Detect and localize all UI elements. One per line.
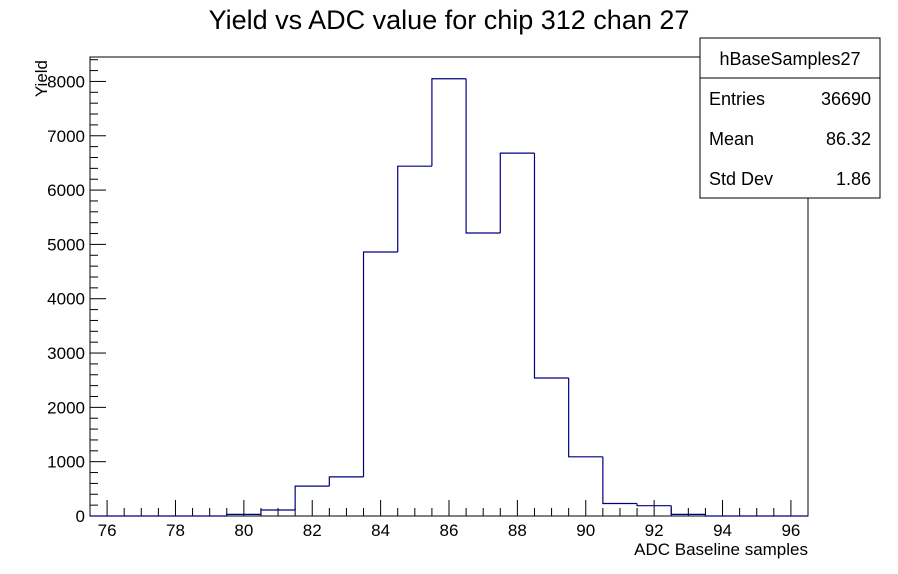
y-tick-label: 4000 (47, 290, 85, 309)
y-tick-label: 8000 (47, 72, 85, 91)
stats-mean-label: Mean (709, 129, 754, 149)
histogram-bin (226, 513, 261, 516)
stats-entries-label: Entries (709, 89, 765, 109)
x-tick-label: 96 (781, 521, 800, 540)
y-tick-label: 6000 (47, 181, 85, 200)
x-tick-label: 86 (440, 521, 459, 540)
histogram-bin (670, 505, 706, 515)
histogram-bin (397, 165, 432, 253)
stats-mean-value: 86.32 (826, 129, 871, 149)
y-tick-label: 1000 (47, 453, 85, 472)
stats-box-title: hBaseSamples27 (719, 49, 860, 69)
y-tick-label: 2000 (47, 398, 85, 417)
y-tick-label: 0 (76, 507, 85, 526)
y-axis-title: Yield (32, 60, 51, 97)
x-tick-label: 92 (645, 521, 664, 540)
x-axis-title: ADC Baseline samples (634, 540, 808, 559)
x-tick-label: 84 (371, 521, 390, 540)
x-tick-label: 90 (576, 521, 595, 540)
histogram-bin (636, 503, 672, 507)
x-tick-label: 76 (98, 521, 117, 540)
y-tick-label: 3000 (47, 344, 85, 363)
chart-title: Yield vs ADC value for chip 312 chan 27 (209, 5, 690, 35)
histogram-bin (533, 153, 569, 379)
histogram-bin (465, 78, 501, 234)
histogram-bin (362, 251, 398, 477)
x-tick-label: 88 (508, 521, 527, 540)
histogram-bin (602, 456, 638, 505)
stats-stddev-value: 1.86 (836, 169, 871, 189)
stats-box-frame (699, 37, 881, 199)
histogram-bin (260, 509, 296, 515)
histogram-bins (90, 78, 808, 517)
histogram-bin (568, 378, 603, 458)
histogram-bin (294, 485, 330, 511)
y-axis-ticks (90, 59, 106, 517)
stats-entries-value: 36690 (821, 89, 871, 109)
y-axis-tick-labels: 0 1000 2000 3000 4000 5000 6000 7000 8000 (47, 72, 85, 526)
y-tick-label: 7000 (47, 127, 85, 146)
x-tick-label: 94 (713, 521, 732, 540)
stats-stddev-label: Std Dev (709, 169, 773, 189)
y-tick-label: 5000 (47, 235, 85, 254)
stats-box: hBaseSamples27 Entries 36690 Mean 86.32 … (699, 37, 881, 199)
x-tick-label: 80 (234, 521, 253, 540)
histogram-bin (704, 514, 740, 517)
histogram-bin (328, 476, 364, 487)
x-axis-tick-labels: 76 78 80 82 84 86 88 90 92 94 96 (98, 521, 801, 540)
x-tick-label: 78 (166, 521, 185, 540)
histogram-bin (499, 152, 535, 233)
x-tick-label: 82 (303, 521, 322, 540)
histogram-bin (431, 78, 467, 167)
x-axis-ticks (106, 500, 792, 516)
